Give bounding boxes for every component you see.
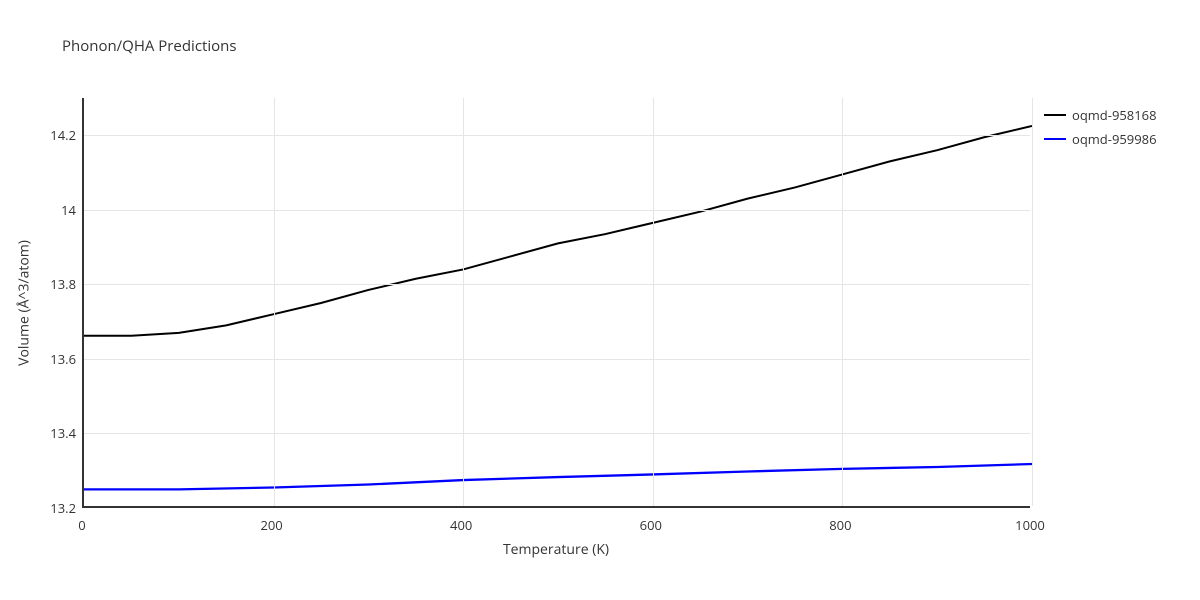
gridline-h [84,210,1030,211]
y-tick-label: 13.8 [42,275,76,293]
gridline-v [653,98,654,506]
x-tick-label: 400 [450,516,472,534]
gridline-v [463,98,464,506]
legend-swatch [1044,138,1066,140]
y-tick-label: 13.6 [42,350,76,368]
x-tick-label: 600 [640,516,662,534]
gridline-v [274,98,275,506]
series-line-oqmd-959986 [84,464,1032,489]
x-axis-label: Temperature (K) [503,540,609,559]
y-tick-label: 13.2 [42,499,76,517]
legend-item[interactable]: oqmd-959986 [1044,130,1157,148]
gridline-h [84,433,1030,434]
plot-area [82,98,1030,508]
legend-item[interactable]: oqmd-958168 [1044,106,1157,124]
gridline-h [84,359,1030,360]
x-tick-label: 0 [78,516,85,534]
chart-title: Phonon/QHA Predictions [62,36,237,56]
plot-svg [84,98,1032,508]
gridline-v [842,98,843,506]
legend: oqmd-958168 oqmd-959986 [1044,106,1157,154]
y-tick-label: 14.2 [42,126,76,144]
gridline-h [84,135,1030,136]
x-tick-label: 800 [829,516,851,534]
y-axis-label: Volume (Å^3/atom) [15,240,34,366]
series-line-oqmd-958168 [84,126,1032,336]
y-tick-label: 13.4 [42,424,76,442]
y-tick-label: 14 [42,201,76,219]
x-tick-label: 200 [260,516,282,534]
legend-label: oqmd-959986 [1072,130,1157,148]
x-tick-label: 1000 [1015,516,1045,534]
legend-swatch [1044,114,1066,116]
chart-container: Phonon/QHA Predictions Temperature (K) V… [0,0,1200,600]
gridline-v [1032,98,1033,506]
legend-label: oqmd-958168 [1072,106,1157,124]
gridline-h [84,284,1030,285]
